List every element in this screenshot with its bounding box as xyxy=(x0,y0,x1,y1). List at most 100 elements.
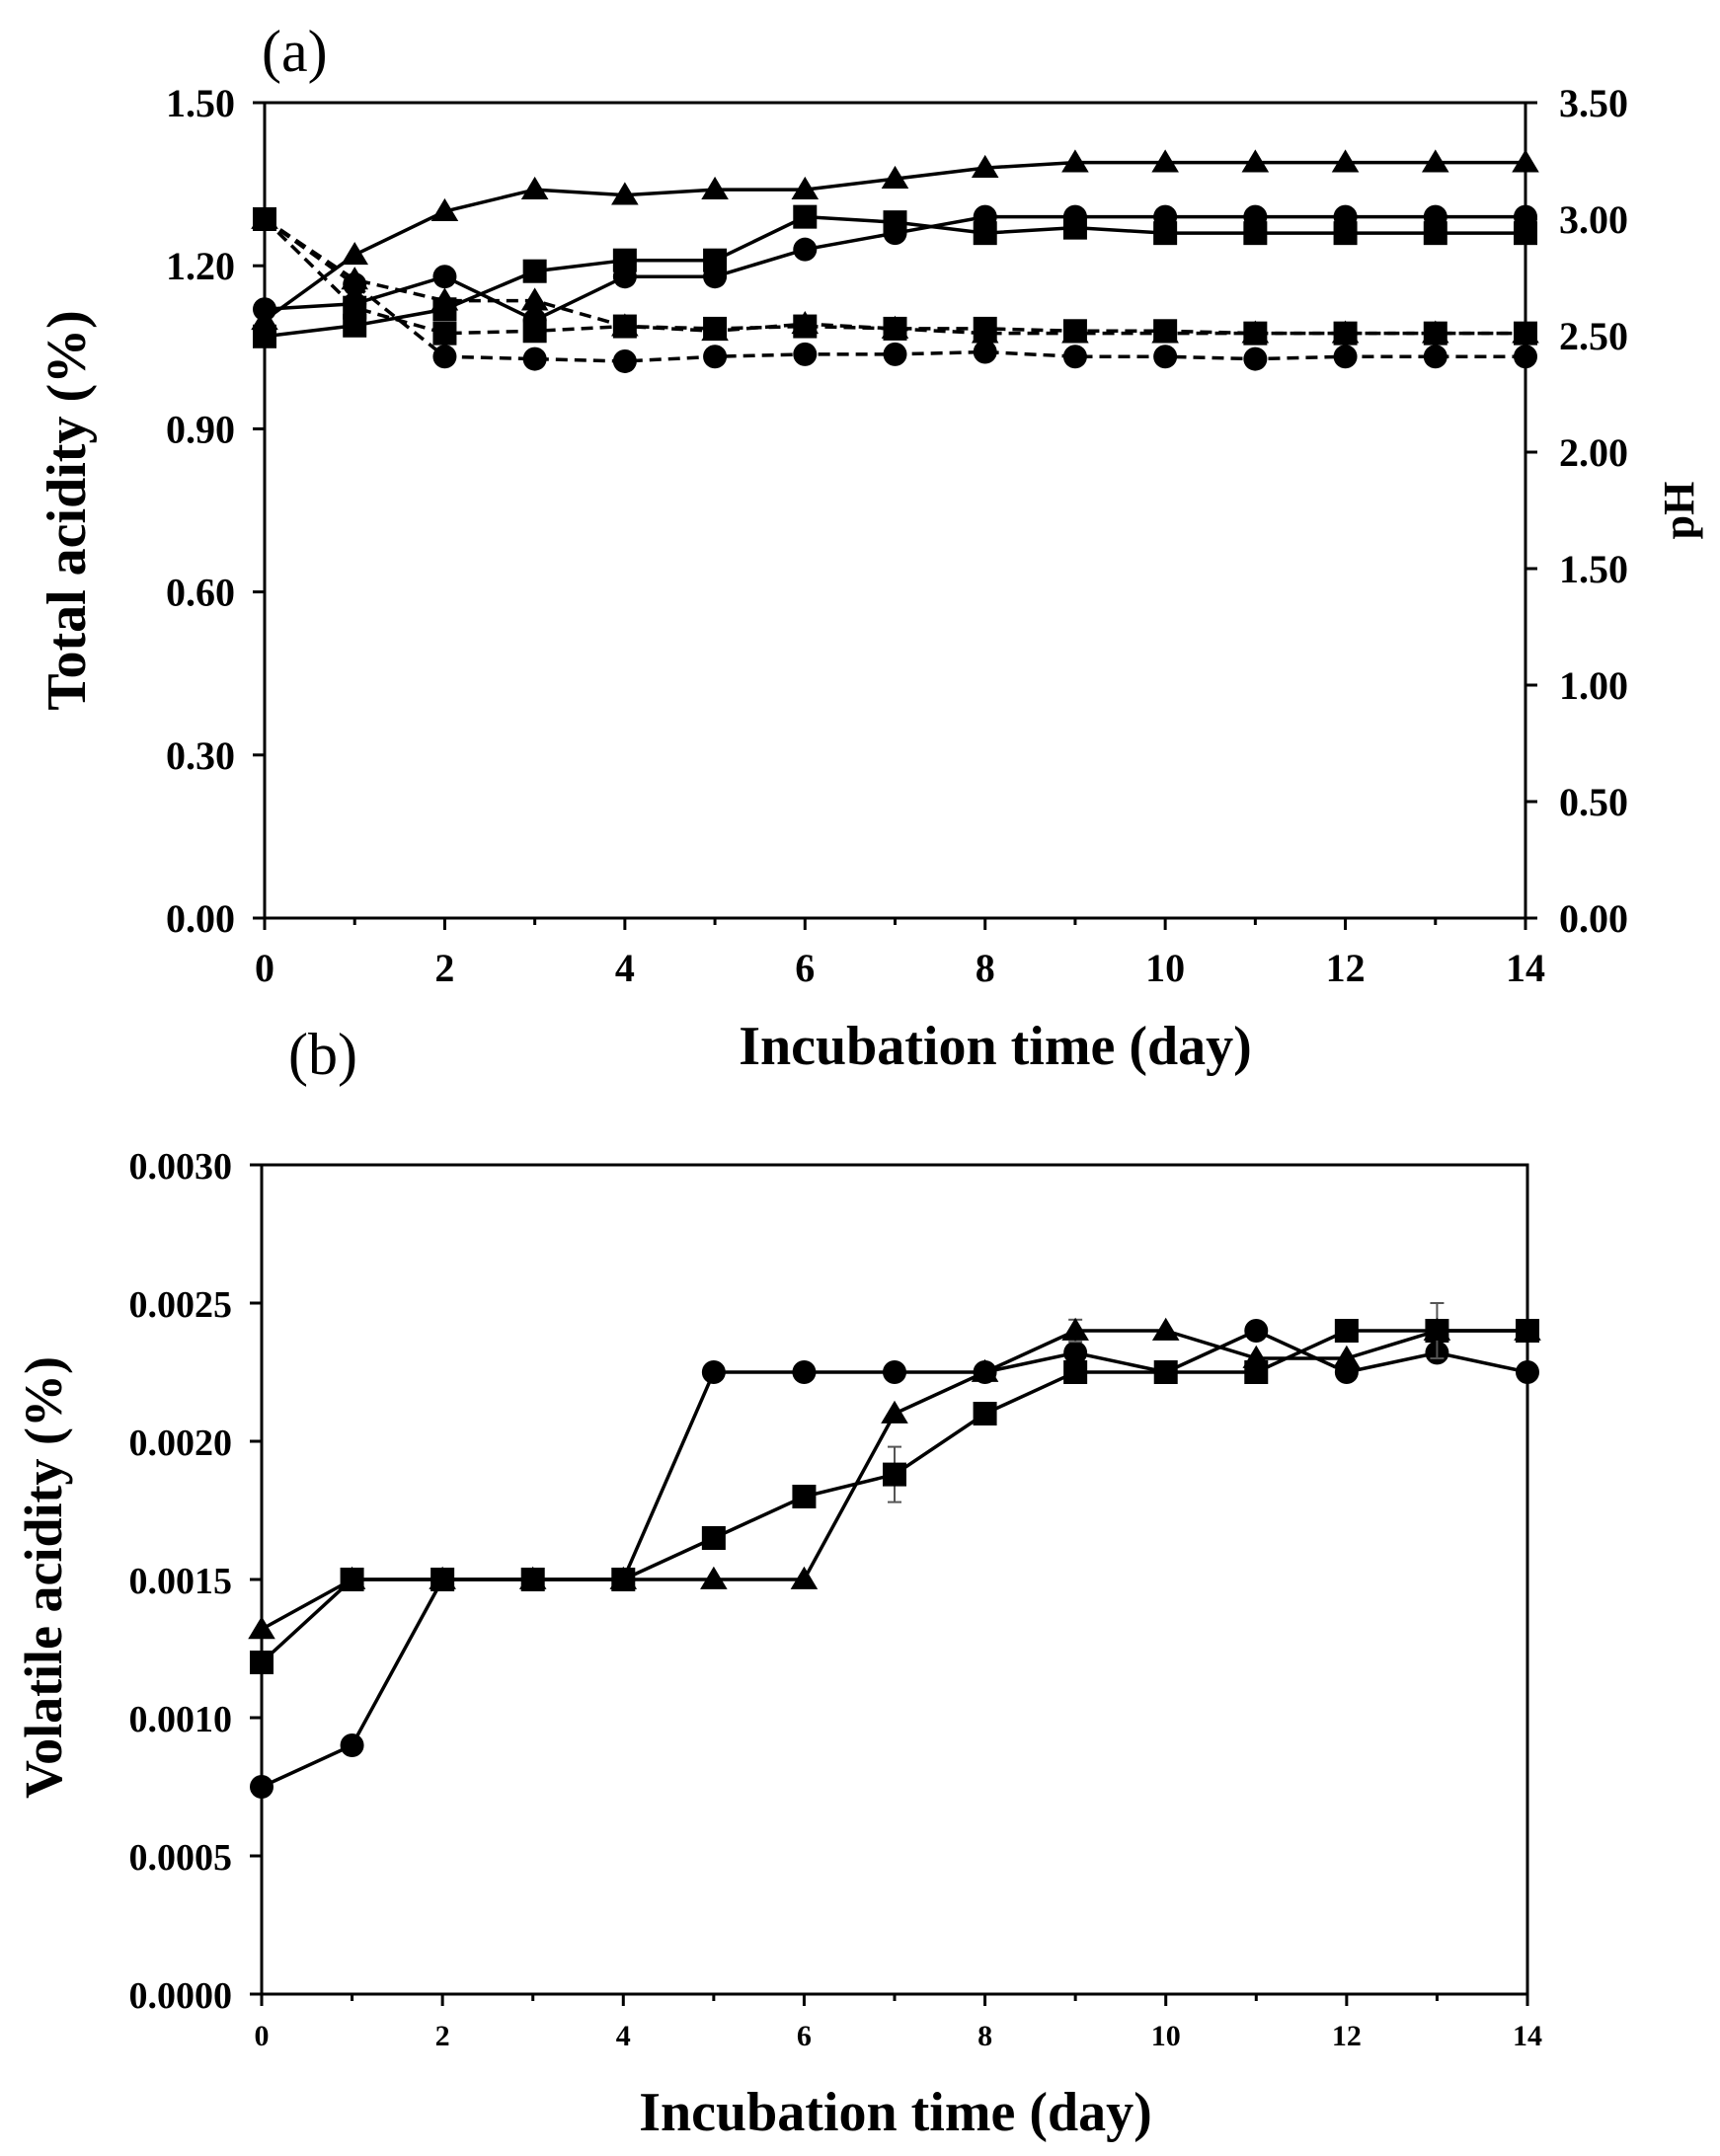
data-point-triangle xyxy=(791,311,820,335)
data-point-triangle xyxy=(790,1566,819,1589)
y2-tick-label: 0.50 xyxy=(1559,780,1628,824)
data-point-triangle xyxy=(971,154,999,178)
data-point-triangle xyxy=(1241,320,1270,344)
data-point-triangle xyxy=(701,318,729,342)
data-point-triangle xyxy=(1421,320,1449,344)
y2-tick-label: 2.00 xyxy=(1559,430,1628,475)
series-group xyxy=(248,1302,1541,1799)
data-point-circle xyxy=(701,1360,726,1384)
data-point-square xyxy=(1333,221,1358,246)
data-point-square xyxy=(1062,215,1087,240)
x-axis-title: Incubation time (day) xyxy=(639,2082,1152,2143)
panel-b-label: (b) xyxy=(288,1022,357,1087)
data-point-circle xyxy=(1423,345,1447,369)
data-point-triangle xyxy=(338,1566,366,1589)
data-point-circle xyxy=(793,237,818,262)
data-point-circle xyxy=(1062,345,1087,369)
data-point-triangle xyxy=(881,315,909,339)
y-tick-label: 1.20 xyxy=(166,244,235,288)
data-point-circle xyxy=(883,342,907,366)
x-tick-label: 0 xyxy=(255,2020,270,2052)
data-point-triangle xyxy=(611,182,639,205)
data-point-triangle xyxy=(251,307,278,331)
x-tick-label: 14 xyxy=(1506,946,1545,990)
data-point-square xyxy=(1423,221,1447,246)
data-point-triangle xyxy=(341,241,369,266)
y-tick-label: 0.0010 xyxy=(129,1699,233,1740)
y-tick-label: 0.0000 xyxy=(129,1975,233,2017)
data-point-circle xyxy=(1333,345,1358,369)
data-point-square xyxy=(432,321,457,346)
y-tick-label: 0.0015 xyxy=(129,1561,233,1602)
data-point-circle xyxy=(1244,1319,1269,1343)
data-point-square xyxy=(250,1651,274,1674)
series-ph-triangle xyxy=(251,205,1539,344)
data-point-triangle xyxy=(1241,149,1270,173)
x-tick-label: 8 xyxy=(976,946,995,990)
data-point-square xyxy=(701,1526,726,1550)
data-point-triangle xyxy=(971,320,999,344)
y2-tick-label: 1.00 xyxy=(1559,663,1628,708)
y-tick-label: 0.00 xyxy=(166,896,235,941)
y-tick-label: 0.60 xyxy=(166,571,235,615)
x-tick-label: 10 xyxy=(1151,2020,1181,2052)
x-tick-label: 12 xyxy=(1326,946,1366,990)
data-point-square xyxy=(1153,1360,1178,1384)
data-point-square xyxy=(612,248,637,272)
data-point-circle xyxy=(432,265,457,289)
data-point-triangle xyxy=(518,1566,547,1589)
data-point-triangle xyxy=(1061,320,1089,344)
series-triangle xyxy=(248,1302,1541,1640)
data-point-circle xyxy=(883,1360,906,1384)
y2-axis-title: pH xyxy=(1655,482,1703,540)
data-point-triangle xyxy=(430,197,459,222)
x-tick-label: 10 xyxy=(1145,946,1185,990)
y2-tick-label: 0.00 xyxy=(1559,896,1628,941)
data-point-triangle xyxy=(1421,149,1449,173)
data-point-triangle xyxy=(1331,320,1360,344)
data-point-triangle xyxy=(1151,320,1179,344)
y-tick-label: 0.0005 xyxy=(129,1837,233,1879)
data-point-square xyxy=(973,1402,997,1425)
series-total-acidity-square xyxy=(253,204,1537,348)
data-point-square xyxy=(1334,1319,1359,1343)
x-tick-label: 8 xyxy=(977,2020,992,2052)
data-point-circle xyxy=(793,342,818,366)
x-tick-label: 4 xyxy=(616,2020,631,2052)
data-point-circle xyxy=(973,340,997,364)
data-point-square xyxy=(522,259,547,283)
data-point-square xyxy=(703,248,728,272)
y2-tick-label: 1.50 xyxy=(1559,547,1628,591)
data-point-circle xyxy=(522,346,547,371)
y-axis-title: Total acidity (%) xyxy=(37,310,98,710)
series-line xyxy=(261,1329,1528,1789)
data-point-triangle xyxy=(251,205,278,229)
data-point-triangle xyxy=(1242,1345,1271,1368)
data-point-triangle xyxy=(1151,1317,1180,1341)
x-tick-label: 12 xyxy=(1332,2020,1362,2052)
data-point-circle xyxy=(1153,345,1178,369)
data-point-triangle xyxy=(1512,149,1539,173)
data-point-triangle xyxy=(1061,1317,1089,1341)
x-tick-label: 4 xyxy=(615,946,635,990)
y-tick-label: 0.90 xyxy=(166,407,235,451)
data-point-triangle xyxy=(881,165,909,189)
x-tick-label: 2 xyxy=(434,946,454,990)
y-axis-left: 0.00 0.30 0.60 0.90 1.20 1.50 xyxy=(166,81,265,941)
data-point-triangle xyxy=(971,1358,999,1382)
data-point-triangle xyxy=(1331,149,1360,173)
y-tick-label: 0.0030 xyxy=(129,1146,233,1188)
panel-a-label: (a) xyxy=(262,19,328,84)
data-point-triangle xyxy=(1514,1317,1541,1341)
data-point-triangle xyxy=(1512,320,1539,344)
data-point-triangle xyxy=(520,176,549,200)
data-point-triangle xyxy=(791,176,820,200)
y2-tick-label: 3.50 xyxy=(1559,81,1628,125)
data-point-triangle xyxy=(701,176,729,200)
x-axis: 0 2 4 6 8 10 12 14 xyxy=(255,1994,1542,2052)
data-point-triangle xyxy=(1333,1345,1361,1368)
data-point-square xyxy=(1153,221,1178,246)
y-tick-label: 0.0020 xyxy=(129,1423,233,1464)
x-tick-label: 14 xyxy=(1513,2020,1542,2052)
